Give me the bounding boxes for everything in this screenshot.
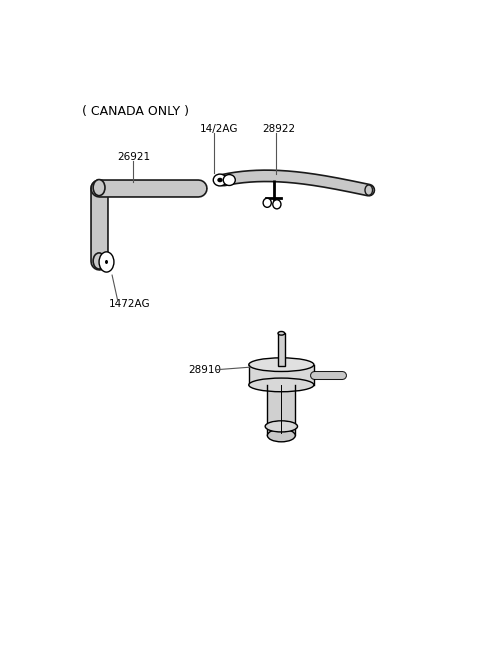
Circle shape [105, 260, 108, 264]
Text: 28922: 28922 [263, 124, 296, 135]
Text: 26921: 26921 [118, 152, 151, 162]
Ellipse shape [267, 422, 295, 431]
Circle shape [365, 185, 372, 195]
Ellipse shape [265, 421, 298, 432]
Circle shape [93, 253, 105, 269]
Ellipse shape [278, 332, 285, 335]
Ellipse shape [223, 175, 235, 185]
Text: 14/2AG: 14/2AG [200, 124, 238, 135]
Circle shape [220, 175, 228, 185]
Circle shape [93, 179, 105, 196]
Ellipse shape [249, 358, 314, 371]
Text: 28910: 28910 [188, 365, 221, 374]
Bar [267, 385, 295, 436]
Bar [249, 365, 314, 385]
Ellipse shape [217, 178, 223, 182]
Ellipse shape [249, 378, 314, 392]
Ellipse shape [267, 429, 295, 442]
Text: 1472AG: 1472AG [108, 299, 150, 309]
Circle shape [99, 252, 114, 272]
Text: ( CANADA ONLY ): ( CANADA ONLY ) [83, 105, 189, 118]
Ellipse shape [213, 174, 227, 186]
Ellipse shape [273, 200, 281, 209]
Ellipse shape [263, 198, 271, 208]
Bar [278, 333, 285, 366]
